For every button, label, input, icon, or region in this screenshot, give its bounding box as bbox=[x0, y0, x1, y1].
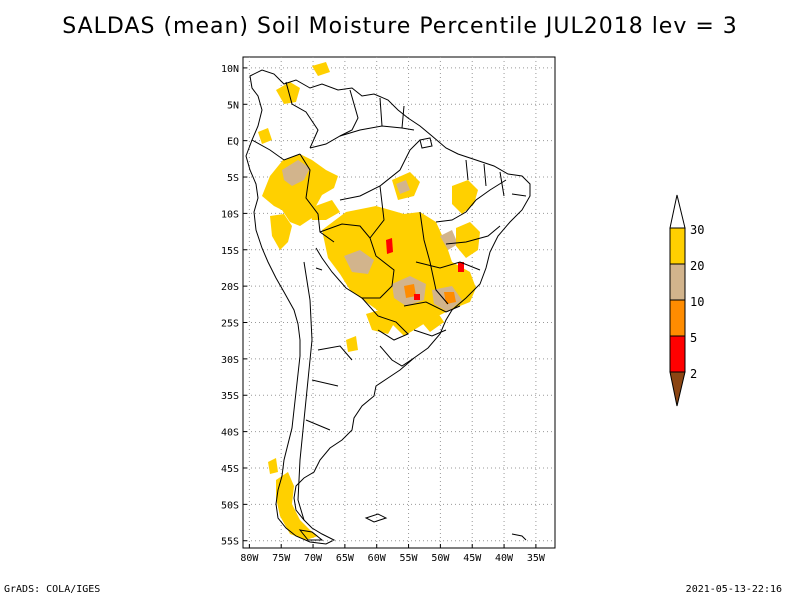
shade-20-30-northeast bbox=[452, 180, 478, 214]
shade-2-5-minas bbox=[458, 262, 464, 272]
lon-tick-label: 65W bbox=[336, 553, 355, 564]
island-marajo bbox=[419, 137, 433, 149]
colorbar-2-5 bbox=[669, 335, 686, 373]
lon-tick-label: 55W bbox=[400, 553, 419, 564]
colorbar-20-30 bbox=[669, 227, 686, 265]
island-tierra-del-fuego bbox=[298, 529, 324, 541]
lon-tick-label: 75W bbox=[272, 553, 291, 564]
credit-text: GrADS: COLA/IGES bbox=[4, 584, 101, 595]
border-brazil-states-1 bbox=[339, 139, 421, 201]
shade-5-10-southeast bbox=[444, 292, 456, 304]
border-brazil-states-5 bbox=[445, 225, 501, 245]
colorbar-below-2 bbox=[669, 371, 686, 407]
border-brazil-states-8 bbox=[413, 329, 447, 337]
shade-20-30-patagonia bbox=[276, 472, 318, 540]
colorbar-label-20: 20 bbox=[690, 259, 704, 273]
border-chile-argentina bbox=[297, 261, 313, 521]
border-argentina-provinces bbox=[305, 345, 353, 431]
shade-10-20-bolivia bbox=[344, 250, 374, 274]
colorbar-label-5: 5 bbox=[690, 331, 697, 345]
lat-tick-label: 50S bbox=[221, 500, 239, 511]
border-peru-brazil bbox=[299, 153, 335, 243]
shade-10-20-para bbox=[396, 180, 410, 194]
lake-titicaca bbox=[315, 267, 323, 271]
timestamp-text: 2021-05-13-22:16 bbox=[685, 584, 782, 595]
island-south-georgia bbox=[511, 533, 527, 541]
shade-10-20-east bbox=[440, 230, 458, 250]
shade-20-30-colombia bbox=[258, 128, 272, 144]
lat-tick-label: 5N bbox=[227, 100, 239, 111]
shade-10-20-amazon-west bbox=[282, 160, 310, 186]
shade-20-30-bahia bbox=[456, 222, 480, 258]
lat-tick-label: 10N bbox=[221, 64, 239, 75]
colorbar-5-10 bbox=[669, 299, 686, 337]
shade-20-30-central bbox=[322, 206, 476, 336]
lat-tick-label: 55S bbox=[221, 537, 239, 548]
lat-tick-label: 45S bbox=[221, 464, 239, 475]
shade-5-10-mato-grosso bbox=[404, 284, 416, 298]
lon-tick-label: 60W bbox=[368, 553, 387, 564]
border-north-brazil bbox=[309, 125, 415, 149]
colorbar-label-30: 30 bbox=[690, 223, 704, 237]
shade-20-30-argentina-n bbox=[346, 336, 358, 352]
border-paraguay bbox=[361, 297, 409, 341]
border-brazil-states-2 bbox=[369, 185, 385, 239]
south-america-outline bbox=[245, 69, 531, 545]
shade-20-30-peru bbox=[270, 214, 292, 250]
lat-tick-label: 10S bbox=[221, 209, 239, 220]
border-venezuela-guyana bbox=[339, 89, 359, 137]
lon-tick-label: 45W bbox=[463, 553, 482, 564]
lon-tick-label: 50W bbox=[431, 553, 450, 564]
coastline bbox=[245, 69, 531, 545]
shade-20-30-amazon-west bbox=[262, 154, 338, 226]
border-brazil-states-6 bbox=[415, 261, 481, 271]
lon-tick-label: 40W bbox=[495, 553, 514, 564]
border-guianas bbox=[379, 97, 405, 129]
map-title: SALDAS (mean) Soil Moisture Percentile J… bbox=[62, 14, 738, 39]
shade-20-30-venezuela-top bbox=[312, 62, 330, 76]
lon-tick-label: 35W bbox=[527, 553, 546, 564]
shade-20-30-sao-paulo bbox=[418, 310, 444, 332]
lon-tick-label: 80W bbox=[240, 553, 259, 564]
colorbar-label-10: 10 bbox=[690, 295, 704, 309]
island-falklands bbox=[364, 513, 388, 523]
lat-tick-label: EQ bbox=[227, 137, 239, 148]
border-colombia-venezuela bbox=[285, 81, 319, 149]
axis-ticks: 10N 5N EQ 5S 10S 15S 20S 25S 30S 35S 40S 45S 50S 55S8… bbox=[221, 64, 546, 564]
shade-20-30-paraguay bbox=[366, 308, 396, 334]
lat-tick-label: 30S bbox=[221, 355, 239, 366]
shade-2-5-south bbox=[414, 294, 420, 300]
border-brazil-states-7 bbox=[403, 301, 461, 313]
border-ne-states bbox=[465, 159, 527, 197]
shade-20-30-north-venezuela bbox=[276, 82, 300, 104]
colorbar: 30 20 10 5 2 bbox=[669, 194, 704, 407]
shade-20-30-chile-central bbox=[268, 458, 278, 474]
colorbar-label-2: 2 bbox=[690, 367, 697, 381]
lat-tick-label: 5S bbox=[227, 173, 239, 184]
lat-tick-label: 15S bbox=[221, 246, 239, 257]
soil-moisture-shading bbox=[258, 62, 480, 540]
lat-tick-label: 35S bbox=[221, 391, 239, 402]
border-argentina-uruguay bbox=[379, 345, 415, 367]
shade-2-5-center bbox=[386, 238, 393, 254]
lat-tick-label: 40S bbox=[221, 428, 239, 439]
lon-tick-label: 70W bbox=[304, 553, 323, 564]
border-brazil-states-3 bbox=[419, 211, 449, 305]
border-ecuador-peru bbox=[251, 139, 301, 161]
border-bolivia bbox=[315, 223, 395, 299]
colorbar-above-30 bbox=[669, 194, 686, 229]
shade-20-30-mato-grosso-n bbox=[310, 200, 340, 220]
lat-tick-label: 25S bbox=[221, 319, 239, 330]
plot-frame bbox=[242, 56, 556, 549]
lat-tick-label: 20S bbox=[221, 282, 239, 293]
border-brazil-states-4 bbox=[435, 179, 507, 223]
colorbar-10-20 bbox=[669, 263, 686, 301]
